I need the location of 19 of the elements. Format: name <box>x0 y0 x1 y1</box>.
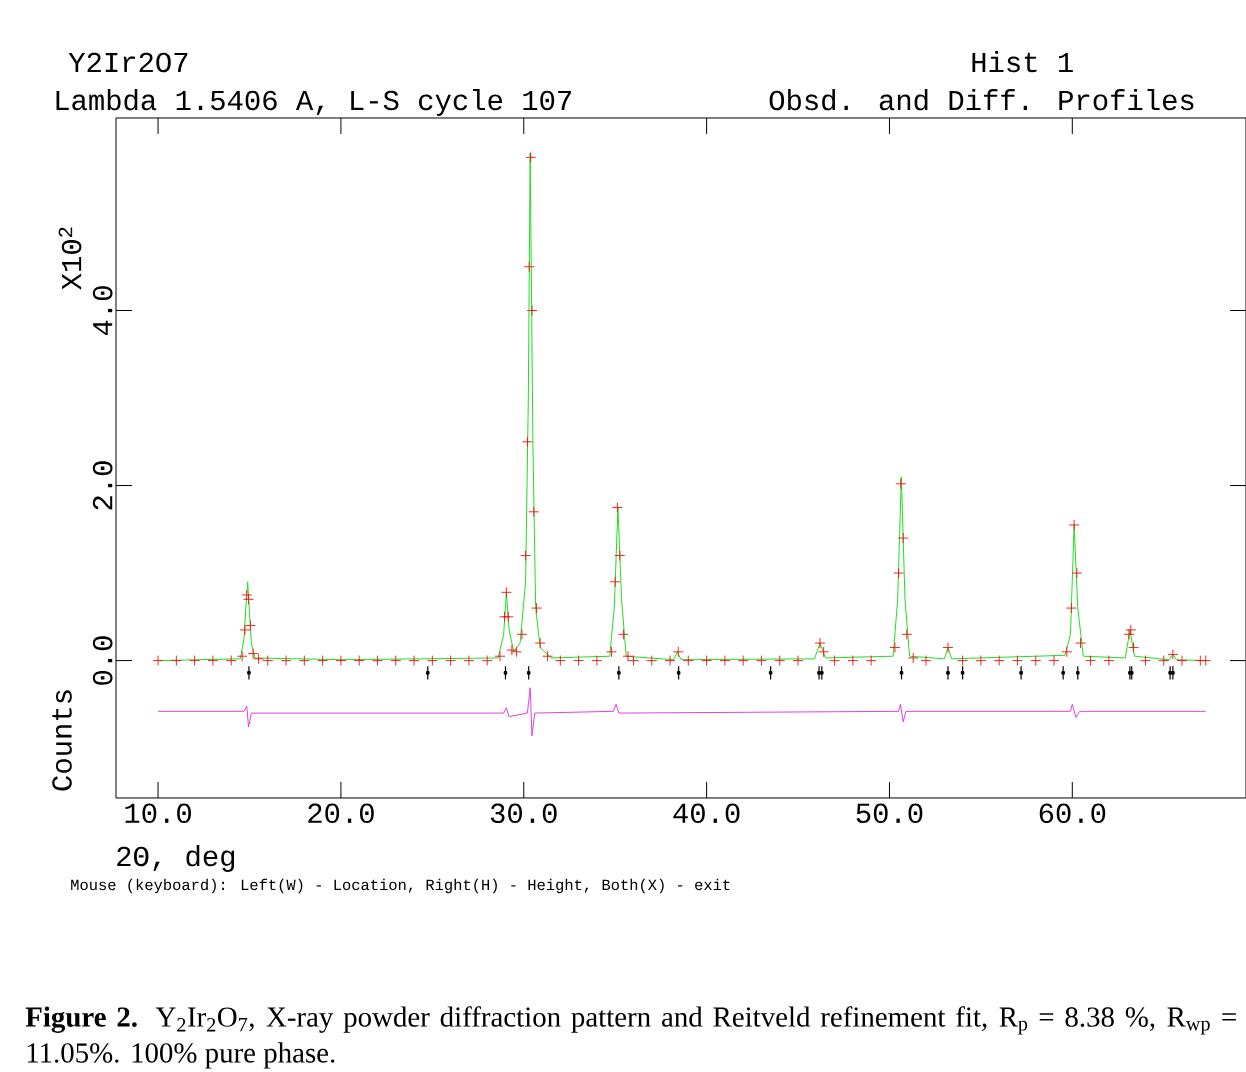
x-tick-label: 10.0 <box>125 803 191 824</box>
text: X10$^{2}$ <box>58 227 82 290</box>
y-tick-label: 4.0 <box>92 286 113 336</box>
x-tick-label: 40.0 <box>673 803 740 824</box>
text: Figure 2. Y$_{2}$Ir$_{2}$O$_{7}$, X-ray powder diffraction pattern and Reitveld refinement fit, R$_{p}$ = 8.38 %, R$_{wp}$ = 11.05%. 100% pure phase. <box>25 1006 1236 1069</box>
chart-subtitle: Lambda 1.5406 A, L-S cycle 107 <box>56 89 571 116</box>
x-tick-label: 30.0 <box>490 803 557 824</box>
y-tick-label: 2.0 <box>92 461 113 510</box>
x-axis-title: 2Θ, deg <box>117 845 235 872</box>
x-tick-label: 50.0 <box>856 803 923 824</box>
x-tick-label: 20.0 <box>308 803 374 824</box>
y-tick-label: 0.0 <box>92 636 113 685</box>
y-axis-title: Counts <box>52 690 72 791</box>
text: Hist 1 <box>972 51 1073 73</box>
chart-title: Y2Ir2O7 <box>68 52 188 73</box>
x-tick-label: 60.0 <box>1039 803 1106 824</box>
line-series <box>157 687 1207 737</box>
text: Mouse (keyboard): Left(W) - Location, Right(H) - Height, Both(X) - exit <box>71 878 730 894</box>
text: Obsd. and Diff. Profiles <box>769 89 1194 111</box>
